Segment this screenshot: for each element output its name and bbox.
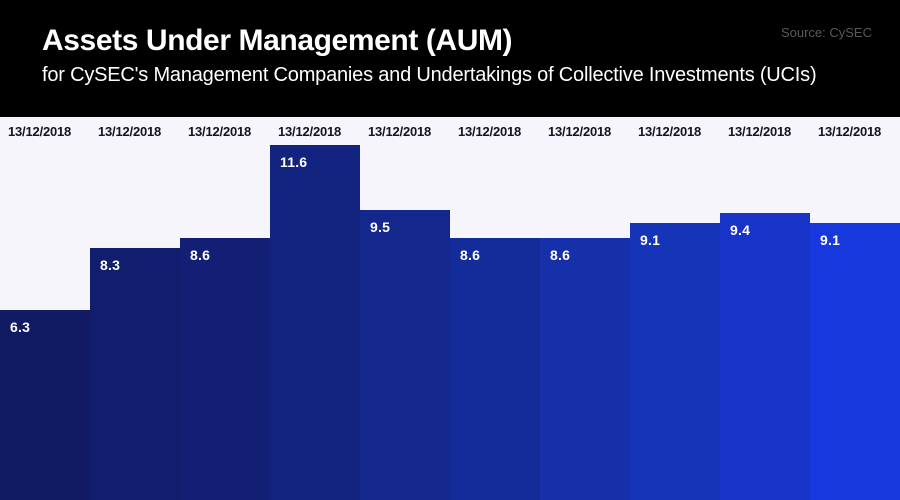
bar-value-label: 8.6 (460, 247, 481, 264)
bar: 8.6 (540, 238, 630, 500)
source-label: Source: CySEC (780, 25, 872, 40)
bar-column: 13/12/2018 9.1 (630, 117, 720, 500)
bar-value-label: 9.5 (370, 219, 391, 236)
bar-value-label: 11.6 (280, 153, 308, 170)
bar-column: 13/12/2018 9.5 (360, 117, 450, 500)
bar-value-label: 8.6 (190, 247, 211, 264)
bar-column: 13/12/2018 8.6 (180, 117, 270, 500)
bar-value-label: 9.4 (730, 222, 751, 239)
bar: 11.6 (270, 144, 360, 500)
bar: 9.1 (630, 222, 720, 500)
bar-column: 13/12/2018 8.3 (90, 117, 180, 500)
bar-column: 13/12/2018 8.6 (540, 117, 630, 500)
date-tick-label: 13/12/2018 (368, 124, 432, 139)
bar: 9.4 (720, 213, 810, 500)
bar: 8.6 (450, 238, 540, 500)
bar-value-label: 9.1 (640, 231, 661, 248)
bar-value-label: 8.6 (550, 247, 571, 264)
bar-chart-plot: 13/12/2018 6.3 13/12/2018 8.3 13/12/2018 8.6 1… (0, 117, 900, 500)
date-tick-label: 13/12/2018 (458, 124, 522, 139)
date-tick-label: 13/12/2018 (8, 124, 72, 139)
bar-column: 13/12/2018 11.6 (270, 117, 360, 500)
date-tick-label: 13/12/2018 (728, 124, 792, 139)
date-tick-label: 13/12/2018 (278, 124, 342, 139)
bar-column: 13/12/2018 8.6 (450, 117, 540, 500)
bar-column: 13/12/2018 9.1 (810, 117, 900, 500)
bar-column: 13/12/2018 6.3 (0, 117, 90, 500)
bar-column: 13/12/2018 9.4 (720, 117, 810, 500)
chart-title: Assets Under Management (AUM) (42, 24, 513, 57)
bar: 8.3 (90, 247, 180, 500)
date-tick-label: 13/12/2018 (638, 124, 702, 139)
bar: 9.5 (360, 210, 450, 500)
bar: 9.1 (810, 222, 900, 500)
bar: 8.6 (180, 238, 270, 500)
bar-value-label: 9.1 (820, 231, 841, 248)
date-tick-label: 13/12/2018 (98, 124, 162, 139)
bar-value-label: 6.3 (10, 318, 31, 335)
bar: 6.3 (0, 309, 90, 500)
date-tick-label: 13/12/2018 (188, 124, 252, 139)
chart-subtitle: for CySEC's Management Companies and Und… (42, 64, 817, 86)
date-tick-label: 13/12/2018 (548, 124, 612, 139)
date-tick-label: 13/12/2018 (818, 124, 882, 139)
bar-value-label: 8.3 (100, 256, 121, 273)
chart-header: Assets Under Management (AUM) for CySEC'… (0, 0, 900, 117)
